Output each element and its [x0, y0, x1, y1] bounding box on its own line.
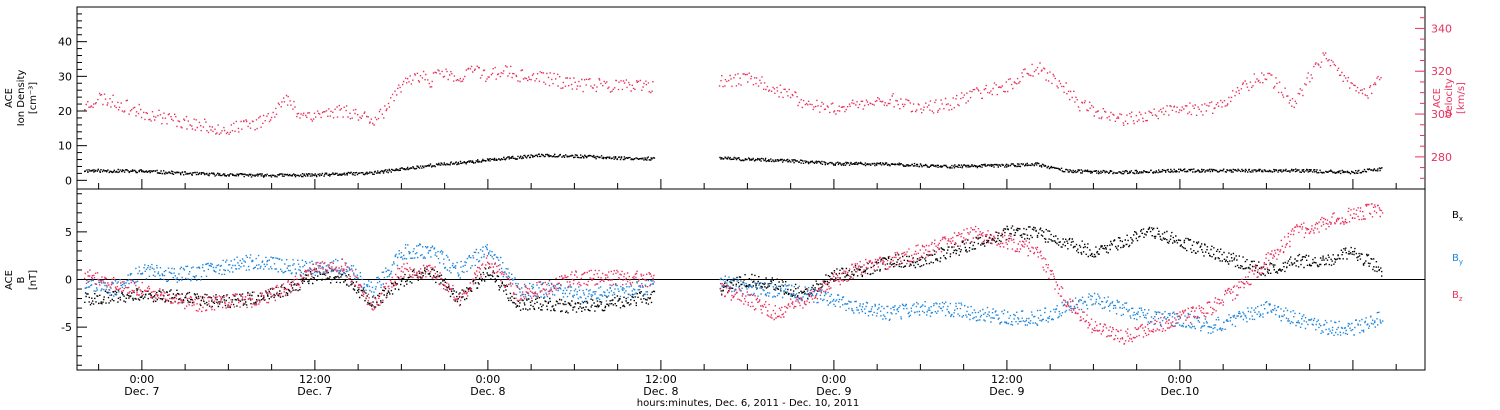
ion-density-series-points	[84, 153, 1383, 178]
density-tick-label-4: 40	[58, 36, 72, 49]
density-tick-label-1: 10	[58, 140, 72, 153]
b-axis-label-line: [nT]	[28, 270, 39, 290]
density-tick-label-3: 30	[58, 70, 72, 83]
velocity-series	[84, 52, 1382, 135]
velocity-axis-label-line: ACE	[1432, 88, 1443, 108]
b-tick-label-2: 5	[65, 226, 72, 239]
x-tick-date-3: Dec. 8	[643, 385, 678, 398]
legend-Bx-main: B	[1452, 210, 1459, 221]
b-tick-label-1: 0	[65, 274, 72, 287]
x-tick-time-5: 12:00	[991, 373, 1023, 386]
by-series-points	[84, 243, 1384, 336]
velocity-tick-label-2: 320	[1431, 65, 1452, 78]
x-tick-time-0: 0:00	[130, 373, 155, 386]
x-tick-time-4: 0:00	[822, 373, 847, 386]
velocity-axis-label: ACEVelocity[km/s]	[1432, 78, 1467, 117]
x-tick-time-2: 0:00	[476, 373, 501, 386]
legend-Bz: Bz	[1452, 290, 1463, 303]
legend-Bz-main: B	[1452, 290, 1459, 301]
velocity-series-points	[84, 52, 1382, 135]
x-tick-time-3: 12:00	[645, 373, 677, 386]
legend-Bx-sub: x	[1459, 215, 1463, 223]
x-tick-date-6: Dec.10	[1161, 385, 1200, 398]
b-axis-label: ACEB[nT]	[4, 270, 39, 290]
x-tick-date-4: Dec. 9	[816, 385, 851, 398]
x-tick-time-1: 12:00	[299, 373, 331, 386]
density-axis-label-line: [cm⁻³]	[28, 82, 39, 114]
velocity-tick-label-3: 340	[1431, 22, 1452, 35]
legend-By-sub: y	[1459, 258, 1463, 266]
x-tick-date-2: Dec. 8	[470, 385, 505, 398]
b-axis-label-line: ACE	[4, 270, 15, 290]
bx-series-points	[84, 225, 1383, 314]
ion-density-series	[84, 153, 1383, 178]
legend-Bx: Bx	[1452, 210, 1463, 223]
velocity-tick-label-1: 300	[1431, 108, 1452, 121]
density-axis-label-line: Ion Density	[16, 70, 27, 127]
x-axis-label: hours:minutes, Dec. 6, 2011 - Dec. 10, 2…	[637, 398, 859, 409]
legend-By-main: B	[1452, 253, 1459, 264]
b-axis-label-line: B	[16, 276, 27, 283]
density-tick-label-2: 20	[58, 105, 72, 118]
x-tick-date-0: Dec. 7	[124, 385, 159, 398]
density-tick-label-0: 0	[65, 174, 72, 187]
density-axis-label-line: ACE	[4, 88, 15, 108]
legend-Bz-sub: z	[1459, 295, 1463, 303]
legend-By: By	[1452, 253, 1463, 266]
b-tick-label-0: -5	[61, 321, 72, 334]
top-panel-frame	[76, 6, 1426, 190]
velocity-tick-label-0: 280	[1431, 151, 1452, 164]
velocity-axis-label-line: Velocity	[1444, 78, 1455, 117]
bx-series	[84, 225, 1383, 314]
by-series	[84, 243, 1384, 336]
density-axis-label: ACEIon Density[cm⁻³]	[4, 70, 39, 127]
velocity-axis-label-line: [km/s]	[1456, 82, 1467, 114]
x-tick-date-1: Dec. 7	[297, 385, 332, 398]
bz-series	[83, 203, 1384, 345]
x-tick-date-5: Dec. 9	[989, 385, 1024, 398]
bz-series-points	[83, 203, 1384, 345]
x-tick-time-6: 0:00	[1168, 373, 1193, 386]
